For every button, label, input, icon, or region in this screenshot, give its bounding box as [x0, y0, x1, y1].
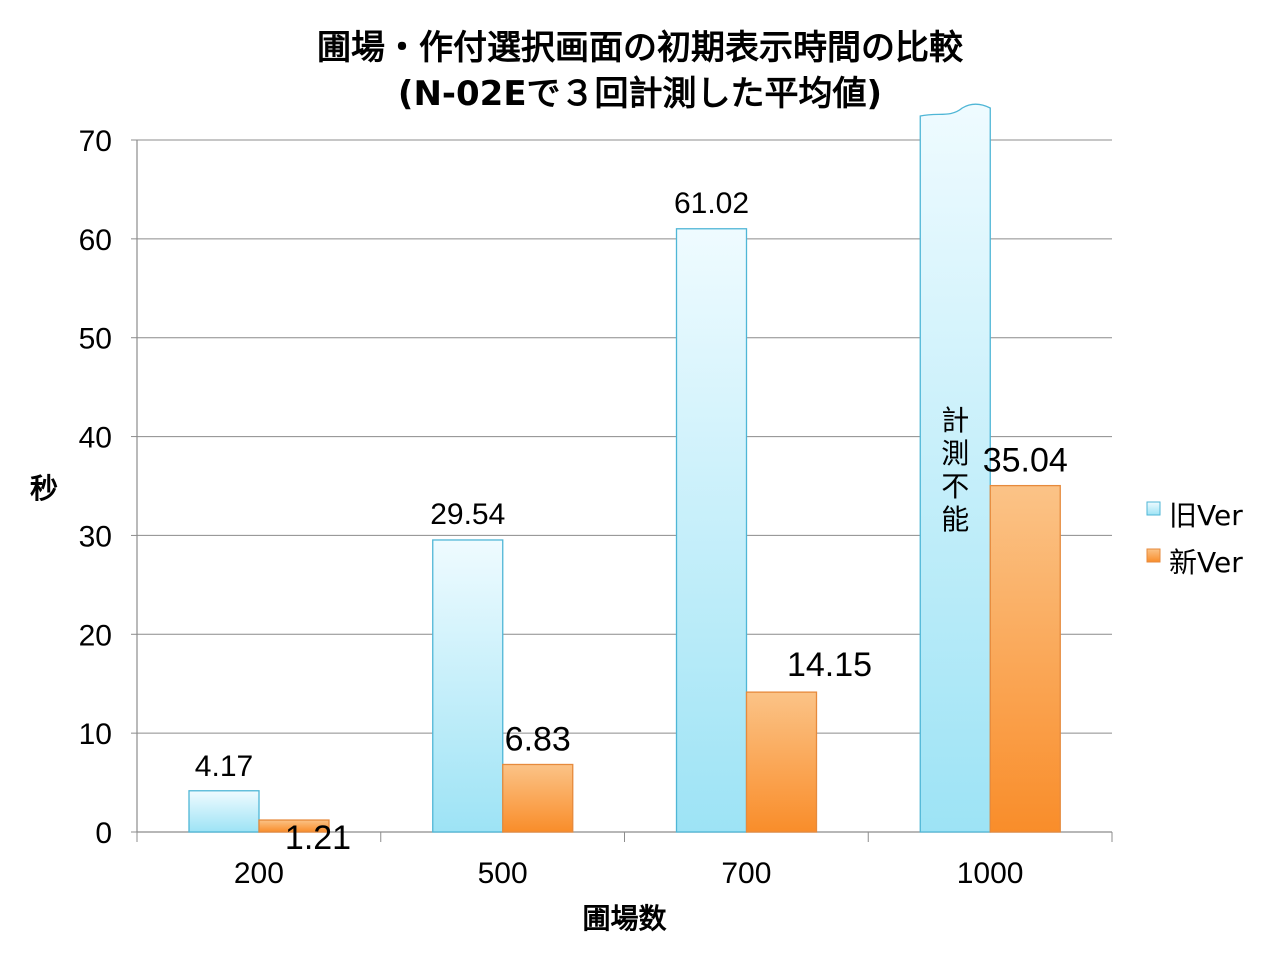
y-tick-label: 20: [79, 619, 112, 652]
y-tick-label: 10: [79, 718, 112, 751]
bar-new-500: [502, 763, 574, 833]
data-label-old: 4.17: [195, 750, 253, 783]
y-axis-title: 秒: [30, 472, 58, 505]
annotation-char: 計: [941, 404, 969, 437]
data-label-new: 35.04: [983, 442, 1068, 480]
y-tick-label: 70: [79, 125, 112, 158]
bar-new-200: [258, 819, 330, 833]
bar-old-500: [432, 539, 504, 833]
y-tick-label: 50: [79, 323, 112, 356]
x-tick-label: 500: [478, 857, 528, 890]
y-tick-label: 30: [79, 520, 112, 553]
y-tick-label: 40: [79, 422, 112, 455]
legend-label-new: 新Ver: [1169, 546, 1243, 579]
chart-title: 圃場・作付選択画面の初期表示時間の比較: [317, 28, 963, 68]
data-label-new: 14.15: [787, 646, 872, 684]
bar-old-700: [675, 228, 748, 833]
bar-old-1000: [919, 103, 991, 833]
bar-new-700: [745, 691, 818, 833]
bar-new-1000: [989, 484, 1061, 833]
bars: [188, 103, 1061, 833]
x-tick-label: 700: [721, 857, 771, 890]
annotation-char: 測: [941, 437, 969, 470]
y-tick-label: 0: [95, 817, 112, 850]
annotation-char: 不: [941, 470, 969, 503]
annotation-char: 能: [941, 503, 969, 536]
y-tick-label: 60: [79, 224, 112, 257]
x-axis-title: 圃場数: [582, 902, 667, 935]
data-label-old: 29.54: [430, 498, 505, 531]
x-tick-label: 1000: [957, 857, 1024, 890]
bar-old-200: [188, 790, 260, 833]
data-label-new: 6.83: [505, 720, 571, 758]
data-label-old: 61.02: [674, 187, 749, 220]
legend-swatch-new: [1146, 548, 1161, 563]
data-label-new: 1.21: [285, 819, 351, 857]
chart-subtitle: (N-02Eで３回計測した平均値): [397, 74, 883, 114]
x-tick-label: 200: [234, 857, 284, 890]
legend-swatch-old: [1146, 501, 1161, 516]
legend-label-old: 旧Ver: [1169, 499, 1243, 532]
